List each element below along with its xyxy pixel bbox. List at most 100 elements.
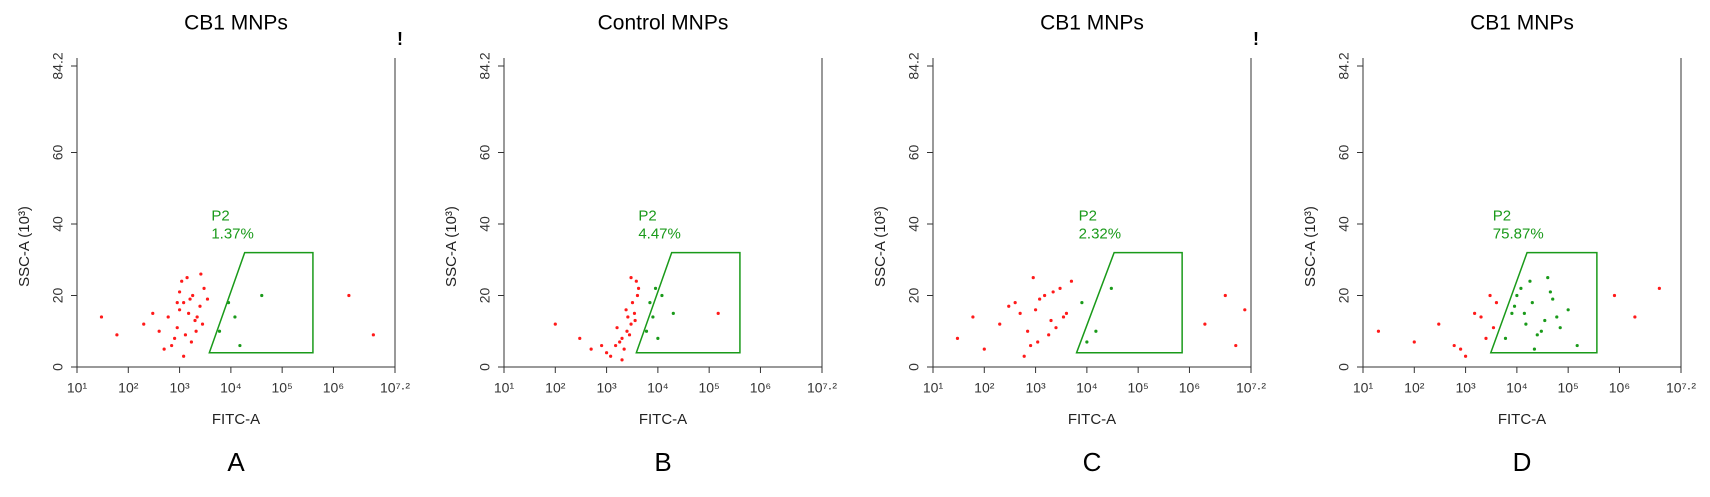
event-dot bbox=[188, 297, 192, 301]
event-dot bbox=[1530, 301, 1534, 305]
event-dot bbox=[1484, 336, 1488, 341]
event-dot bbox=[177, 308, 182, 312]
y-tick-label: 60 bbox=[1336, 145, 1352, 161]
flag: ! bbox=[1253, 29, 1259, 49]
event-dot bbox=[193, 318, 197, 323]
event-dot bbox=[1524, 322, 1528, 326]
x-tick-label: 10² bbox=[974, 380, 995, 396]
x-tick-label: 10⁷·² bbox=[380, 380, 410, 396]
event-dot bbox=[170, 343, 174, 348]
y-tick-label: 60 bbox=[906, 145, 922, 161]
event-dot bbox=[1512, 304, 1517, 308]
event-dot bbox=[671, 311, 675, 315]
x-tick-label: 10⁴ bbox=[220, 380, 242, 396]
event-dot bbox=[1033, 308, 1038, 312]
event-dot bbox=[1539, 329, 1543, 333]
event-dot bbox=[182, 354, 186, 358]
event-dot bbox=[982, 347, 986, 351]
event-dot bbox=[260, 293, 264, 298]
event-dot bbox=[183, 333, 188, 337]
event-dot bbox=[1069, 279, 1074, 283]
y-tick-label: 20 bbox=[906, 288, 922, 304]
x-tick-label: 10⁷·² bbox=[807, 380, 837, 396]
event-dot bbox=[636, 286, 641, 290]
x-tick-label: 10² bbox=[1404, 380, 1425, 396]
event-dot bbox=[629, 276, 633, 280]
event-dot bbox=[1555, 315, 1559, 319]
event-dot bbox=[238, 343, 242, 348]
event-dot bbox=[971, 315, 975, 319]
event-dot bbox=[1376, 329, 1381, 333]
x-tick-label: 10⁵ bbox=[1557, 380, 1578, 396]
panel-letter: D bbox=[1513, 447, 1532, 477]
event-dot bbox=[1412, 340, 1416, 344]
event-dot bbox=[1494, 301, 1499, 305]
x-tick-label: 10³ bbox=[169, 380, 190, 396]
event-dot bbox=[1036, 340, 1040, 344]
event-dot bbox=[191, 293, 195, 298]
x-tick-label: 10¹ bbox=[923, 380, 944, 396]
event-dot bbox=[1243, 308, 1247, 312]
y-tick-label: 40 bbox=[906, 216, 922, 232]
y-tick-label: 40 bbox=[50, 216, 66, 232]
event-dot bbox=[180, 279, 184, 283]
y-tick-label: 84.2 bbox=[906, 52, 922, 79]
event-dot bbox=[1566, 308, 1570, 312]
event-dot bbox=[955, 336, 960, 341]
x-tick-label: 10⁶ bbox=[750, 380, 771, 396]
event-dot bbox=[177, 290, 182, 294]
event-dot bbox=[1488, 293, 1492, 298]
event-dot bbox=[199, 272, 203, 276]
x-tick-label: 10⁷·² bbox=[1666, 380, 1696, 396]
y-tick-label: 0 bbox=[906, 363, 922, 371]
event-dot bbox=[625, 329, 629, 333]
panel-letter: B bbox=[654, 447, 671, 477]
event-dot bbox=[1558, 326, 1562, 330]
gate bbox=[208, 251, 314, 354]
event-dot bbox=[1018, 311, 1022, 315]
y-tick-label: 40 bbox=[1336, 216, 1352, 232]
event-dot bbox=[166, 315, 170, 319]
event-dot bbox=[1029, 343, 1033, 348]
event-dot bbox=[1463, 354, 1468, 358]
x-tick-label: 10⁵ bbox=[1127, 380, 1148, 396]
x-tick-label: 10¹ bbox=[67, 380, 88, 396]
x-tick-label: 10⁴ bbox=[1506, 380, 1528, 396]
event-dot bbox=[1051, 290, 1055, 294]
event-dot bbox=[194, 329, 198, 333]
event-dot bbox=[1452, 343, 1456, 348]
event-dot bbox=[205, 297, 210, 301]
event-dot bbox=[1203, 322, 1207, 326]
gate-name: P2 bbox=[1493, 208, 1511, 225]
event-dot bbox=[626, 315, 630, 319]
event-dot bbox=[656, 336, 660, 341]
panel-title: Control MNPs bbox=[598, 12, 729, 35]
panel-letter: C bbox=[1083, 447, 1102, 477]
gate-percent: 1.37% bbox=[211, 226, 254, 243]
x-axis-label: FITC-A bbox=[1068, 411, 1116, 428]
x-tick-label: 10³ bbox=[1455, 380, 1476, 396]
y-axis-label: SSC-A (10³) bbox=[16, 206, 33, 287]
event-dot bbox=[1013, 301, 1017, 305]
x-tick-label: 10⁶ bbox=[1609, 380, 1630, 396]
event-dot bbox=[1535, 333, 1539, 337]
gate bbox=[635, 251, 741, 354]
panel-letter: A bbox=[227, 447, 245, 477]
x-tick-label: 10⁵ bbox=[271, 380, 292, 396]
event-dot bbox=[189, 340, 194, 344]
panel-title: CB1 MNPs bbox=[184, 12, 288, 35]
event-dot bbox=[1551, 297, 1555, 301]
x-tick-label: 10¹ bbox=[1353, 380, 1374, 396]
event-dot bbox=[614, 343, 618, 348]
event-dot bbox=[634, 279, 638, 283]
event-dot bbox=[629, 322, 633, 326]
event-dot bbox=[1459, 347, 1463, 351]
event-dot bbox=[1612, 293, 1617, 298]
event-dot bbox=[1503, 336, 1508, 341]
event-dot bbox=[182, 301, 186, 305]
event-dot bbox=[1528, 279, 1532, 283]
event-dot bbox=[1546, 276, 1550, 280]
event-dot bbox=[1575, 343, 1579, 348]
event-dot bbox=[1054, 326, 1058, 330]
